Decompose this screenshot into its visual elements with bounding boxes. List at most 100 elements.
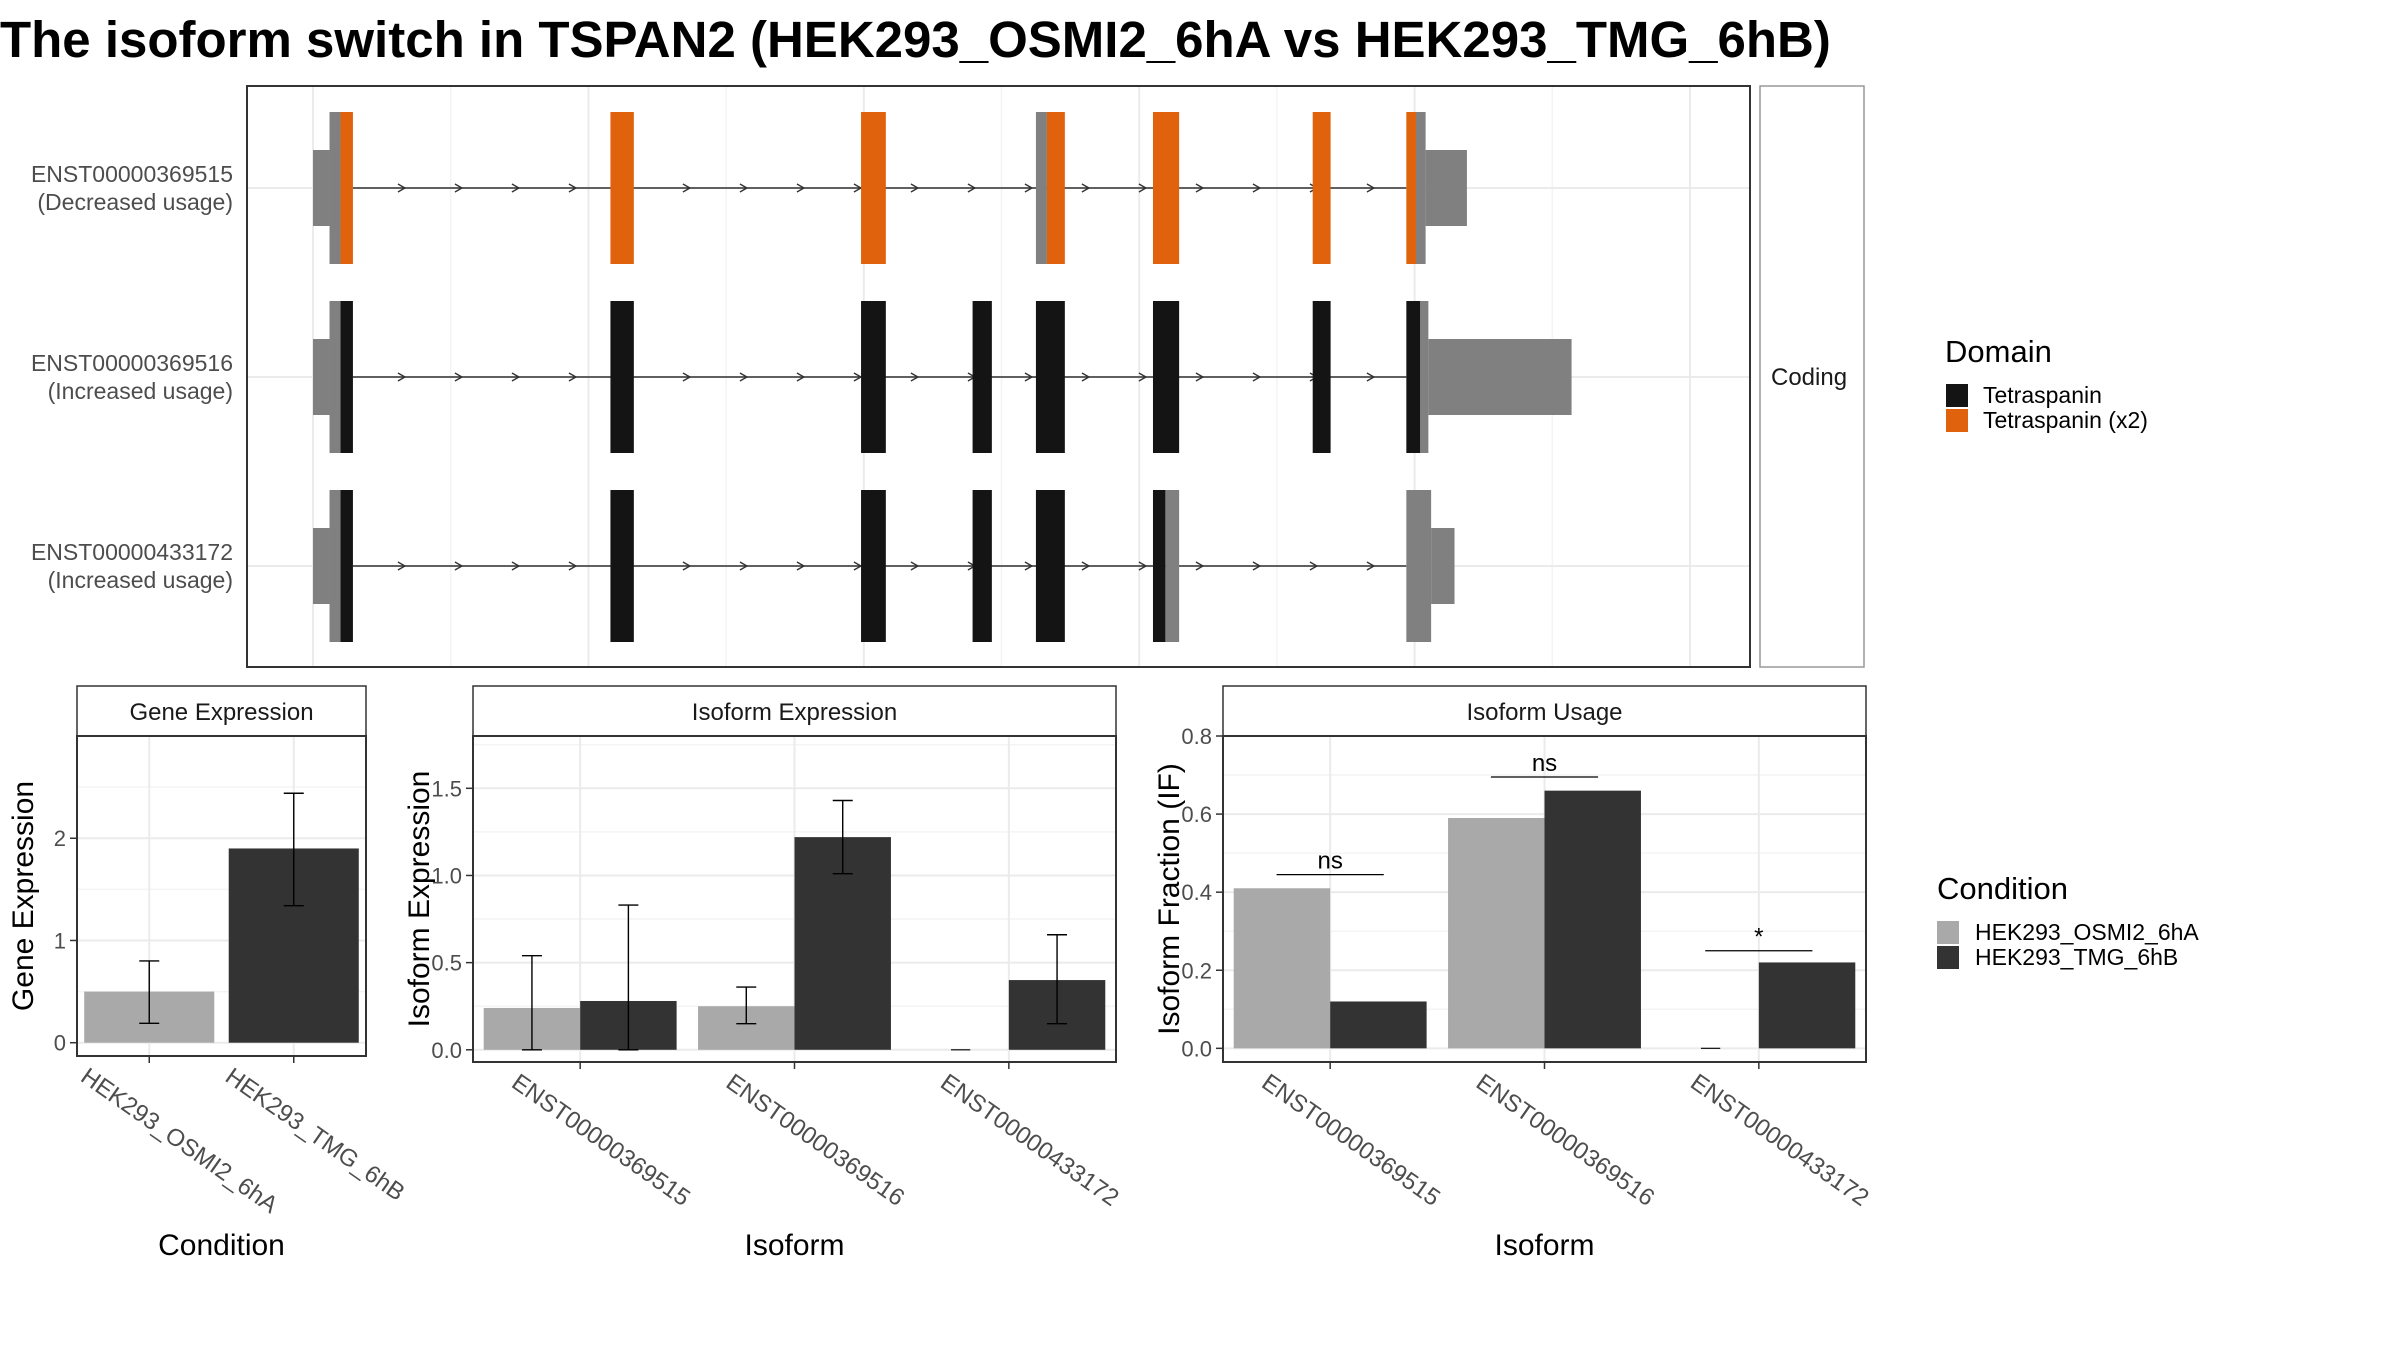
intron-direction-arrow xyxy=(1309,561,1319,571)
intron-direction-arrow xyxy=(454,561,464,571)
domain-exon-block xyxy=(610,301,634,453)
isoform-expression-chart: Isoform Expression 0.0 0.5 1.0 1.5 ENST000003… xyxy=(403,685,1124,1262)
x-axis-title: Isoform xyxy=(744,1229,844,1262)
intron-direction-arrow xyxy=(682,372,692,382)
intron-direction-arrow xyxy=(682,561,692,571)
y-tick-label: 0.6 xyxy=(1181,802,1212,827)
intron-direction-arrow xyxy=(1024,561,1034,571)
condition-legend-label: HEK293_TMG_6hB xyxy=(1975,944,2178,970)
intron-direction-arrow xyxy=(1138,183,1148,193)
significance-label: ns xyxy=(1532,750,1557,777)
condition-legend-key xyxy=(1937,921,1959,944)
significance-label: ns xyxy=(1317,848,1342,875)
intron-direction-arrow xyxy=(397,561,407,571)
intron-direction-arrow xyxy=(1138,372,1148,382)
intron-direction-arrow xyxy=(1366,372,1376,382)
intron-direction-arrow xyxy=(568,183,578,193)
condition-legend-label: HEK293_OSMI2_6hA xyxy=(1975,919,2199,945)
bar-HEK293_TMG_6hB-ENST00000369515 xyxy=(1330,1001,1427,1049)
x-axis-title: Condition xyxy=(158,1229,285,1262)
y-tick-label: 1 xyxy=(54,928,66,953)
intron-direction-arrow xyxy=(853,561,863,571)
bar-HEK293_TMG_6hB-ENST00000433172 xyxy=(1758,962,1856,1049)
intron-direction-arrow xyxy=(1252,561,1262,571)
intron-direction-arrow xyxy=(1195,561,1205,571)
domain-exon-block xyxy=(861,112,886,264)
isoform-label-id: ENST00000433172 xyxy=(31,539,233,565)
domain-exon-block xyxy=(1152,112,1180,264)
y-tick-label: 0.4 xyxy=(1181,880,1212,905)
y-axis-title: Isoform Expression xyxy=(403,771,436,1028)
x-tick-label: ENST00000369515 xyxy=(1257,1069,1445,1212)
domain-exon-block xyxy=(861,490,886,642)
intron-direction-arrow xyxy=(853,183,863,193)
intron-direction-arrow xyxy=(910,561,920,571)
intron-direction-arrow xyxy=(967,183,977,193)
utr-exon-block xyxy=(1165,490,1180,642)
condition-legend-key xyxy=(1937,946,1959,969)
utr-exon-block xyxy=(1425,150,1467,226)
intron-direction-arrow xyxy=(397,372,407,382)
domain-exon-block xyxy=(340,490,353,642)
domain-exon-block xyxy=(972,490,992,642)
x-axis-title: Isoform xyxy=(1494,1229,1594,1262)
isoform-label-usage: (Decreased usage) xyxy=(37,189,233,215)
domain-exon-block xyxy=(1035,490,1065,642)
coding-strip xyxy=(1759,85,1865,668)
domain-exon-block xyxy=(1406,301,1421,453)
utr-exon-block xyxy=(1428,339,1572,415)
utr-exon-block xyxy=(1406,490,1432,642)
intron-direction-arrow xyxy=(1081,561,1091,571)
isoform-usage-chart: Isoform Usage ns ns * 0.0 0.2 0.4 0.6 0.8 ENST000… xyxy=(1153,685,1874,1262)
isoform-label-usage: (Increased usage) xyxy=(48,567,233,593)
utr-exon-block xyxy=(1420,301,1429,453)
intron-direction-arrow xyxy=(511,183,521,193)
utr-exon-block xyxy=(1415,112,1426,264)
utr-exon-block xyxy=(329,301,341,453)
domain-exon-block xyxy=(861,301,886,453)
intron-direction-arrow xyxy=(682,183,692,193)
panel-strip-title: Isoform Usage xyxy=(1466,699,1622,726)
y-tick-label: 0.8 xyxy=(1181,724,1212,749)
intron-direction-arrow xyxy=(1252,372,1262,382)
intron-direction-arrow xyxy=(397,183,407,193)
intron-direction-arrow xyxy=(1024,372,1034,382)
intron-direction-arrow xyxy=(796,561,806,571)
domain-exon-block xyxy=(1152,490,1166,642)
panel-strip xyxy=(1222,685,1867,737)
intron-direction-arrow xyxy=(1195,183,1205,193)
intron-direction-arrow xyxy=(739,561,749,571)
isoform-structure-panel: ENST00000369515(Decreased usage) ENST0000… xyxy=(31,85,1865,668)
structure-panel-border xyxy=(246,85,1751,668)
utr-exon-block xyxy=(329,112,341,264)
intron-direction-arrow xyxy=(568,561,578,571)
plot-border xyxy=(76,735,367,1057)
utr-exon-block xyxy=(1431,528,1455,604)
panel-strip-title: Isoform Expression xyxy=(692,699,897,726)
intron-direction-arrow xyxy=(454,183,464,193)
panel-strip xyxy=(472,685,1117,737)
isoform-label-id: ENST00000369515 xyxy=(31,161,233,187)
intron-direction-arrow xyxy=(568,372,578,382)
intron-direction-arrow xyxy=(511,372,521,382)
domain-exon-block xyxy=(610,112,634,264)
intron-direction-arrow xyxy=(1081,183,1091,193)
y-axis-title: Isoform Fraction (IF) xyxy=(1153,763,1186,1035)
domain-exon-block xyxy=(972,301,992,453)
utr-exon-block xyxy=(313,528,330,604)
x-tick-label: ENST00000369516 xyxy=(1471,1069,1659,1212)
intron-direction-arrow xyxy=(1081,372,1091,382)
isoform-label-usage: (Increased usage) xyxy=(48,378,233,404)
y-tick-label: 0.2 xyxy=(1181,958,1212,983)
isoform-label-id: ENST00000369516 xyxy=(31,350,233,376)
intron-direction-arrow xyxy=(796,372,806,382)
isoform-track-ENST00000433172: ENST00000433172(Increased usage) xyxy=(31,490,1750,642)
coding-strip-label: Coding xyxy=(1771,364,1847,391)
intron-direction-arrow xyxy=(1252,183,1262,193)
x-tick-label: ENST00000369516 xyxy=(721,1069,909,1212)
domain-legend-label: Tetraspanin xyxy=(1983,382,2102,408)
intron-direction-arrow xyxy=(511,561,521,571)
y-tick-label: 1.0 xyxy=(431,863,462,888)
domain-legend-key xyxy=(1946,384,1968,407)
